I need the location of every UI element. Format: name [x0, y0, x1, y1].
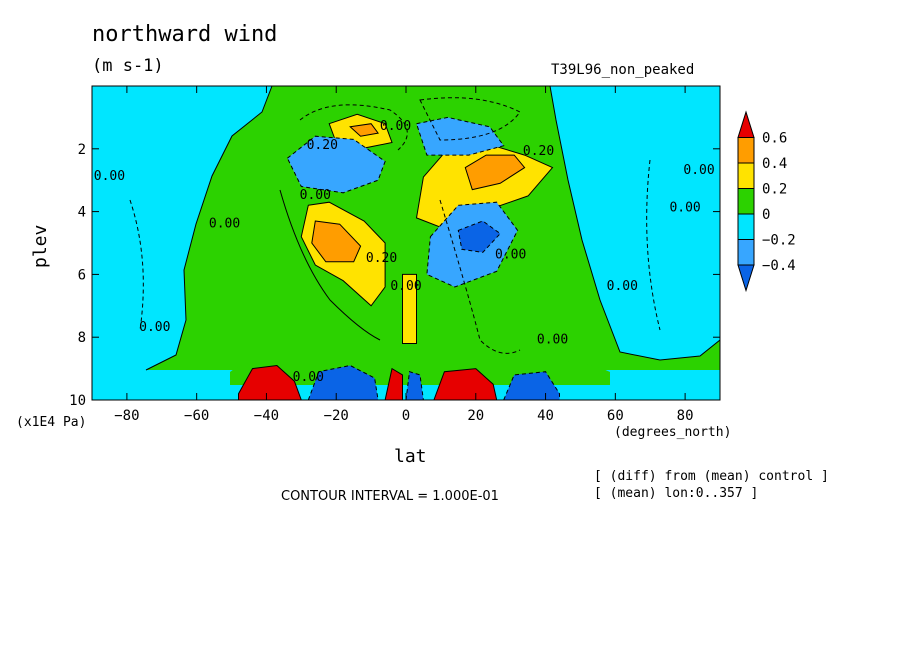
x-tick-label: 80 [677, 408, 694, 424]
x-tick-label: −80 [114, 408, 139, 424]
contour-label: 0.00 [607, 279, 638, 294]
field-near-surface-blue-eq [405, 371, 424, 400]
x-tick-label: −60 [184, 408, 209, 424]
plot-area: 0.00 0.00 0.00 0.20 0.00 0.20 0.00 0.00 0.20 0.00… [92, 86, 720, 400]
field-southern-mid-orange [311, 220, 362, 263]
contour-labels: 0.00 0.00 0.00 0.20 0.00 0.20 0.00 0.00 0.20 0.00… [94, 119, 715, 385]
y-axis-unit: (x1E4 Pa) [16, 415, 87, 430]
contour-label: 0.00 [139, 320, 170, 335]
contour-label: 0.00 [209, 216, 240, 231]
mean-note: [ (mean) lon:0..357 ] [594, 486, 759, 501]
chart-units: (m s-1) [92, 56, 164, 76]
contour-label: 0.00 [94, 169, 125, 184]
x-axis: −80 −60 −40 −20 0 20 40 60 80 [114, 86, 694, 424]
contour-label: 0.00 [537, 332, 568, 347]
contour-label: 0.00 [390, 279, 421, 294]
region-cyan-north [550, 86, 720, 360]
field-upper-left-orange [349, 123, 379, 137]
colorbar-label: 0.4 [762, 156, 787, 172]
x-axis-unit: (degrees_north) [614, 425, 732, 440]
colorbar-label: 0 [762, 207, 770, 223]
x-tick-label: 0 [402, 408, 410, 424]
colorbar-cap-top [737, 110, 755, 138]
contour-line [419, 97, 521, 141]
field-right-lower-deep [457, 220, 501, 253]
y-tick-label: 4 [78, 205, 86, 221]
contour-label: 0.00 [683, 163, 714, 178]
colorbar-label: −0.4 [762, 258, 796, 274]
colorbar-swatch [737, 162, 755, 189]
contour-label: 0.00 [380, 119, 411, 134]
contour-line [129, 199, 144, 331]
field-near-surface-blue-right [503, 371, 560, 400]
x-tick-label: 20 [467, 408, 484, 424]
contour-label: 0.00 [669, 201, 700, 216]
field-near-surface-blue-left [307, 364, 379, 400]
contour-line [299, 104, 408, 151]
field-near-surface-red-eq [384, 367, 403, 400]
contour-line [439, 199, 521, 354]
colorbar-swatch [737, 213, 755, 240]
field-near-surface-red-left [238, 364, 302, 400]
colorbar-swatch [737, 137, 755, 164]
colorbar-label: 0.2 [762, 182, 787, 198]
y-tick-label: 6 [78, 267, 86, 283]
contour-label: 0.20 [366, 251, 397, 266]
contour-label: 0.00 [293, 370, 324, 385]
colorbar-swatch [737, 239, 755, 266]
contour-lines [129, 86, 720, 371]
x-tick-label: 40 [537, 408, 554, 424]
contour-line [646, 159, 661, 331]
x-tick-label: −20 [324, 408, 349, 424]
colorbar-label: −0.2 [762, 233, 796, 249]
contour-interval: CONTOUR INTERVAL = 1.000E-01 [281, 489, 499, 504]
chart-title: northward wind [92, 22, 278, 47]
field-right-negative [415, 116, 505, 156]
x-tick-label: −40 [254, 408, 279, 424]
field-left-negative [286, 135, 386, 194]
colorbar-cap-bottom [737, 264, 755, 293]
field-patches [238, 113, 560, 400]
y-tick-label: 10 [69, 393, 86, 409]
contour-line [145, 86, 273, 371]
contour-line [279, 189, 381, 341]
colorbar: 0.6 0.4 0.2 0 −0.2 −0.4 [737, 110, 796, 293]
y-axis: 2 4 6 8 10 [69, 142, 720, 409]
colorbar-swatch [737, 188, 755, 215]
region-cyan-south [92, 86, 272, 370]
run-label: T39L96_non_peaked [551, 62, 695, 78]
field-northern-mid-orange [464, 154, 526, 191]
field-near-surface-red-right [433, 368, 498, 400]
contour-label: 0.20 [523, 144, 554, 159]
contour-line [549, 86, 720, 361]
y-axis-label: plev [30, 224, 51, 268]
y-tick-label: 8 [78, 330, 86, 346]
diff-note: [ (diff) from (mean) control ] [594, 469, 829, 484]
contour-label: 0.00 [300, 188, 331, 203]
field-equator-positive [402, 273, 417, 344]
x-axis-label: lat [394, 446, 427, 467]
y-tick-label: 2 [78, 142, 86, 158]
contour-label: 0.00 [495, 248, 526, 263]
colorbar-label: 0.6 [762, 131, 787, 147]
contour-label: 0.20 [307, 138, 338, 153]
x-tick-label: 60 [607, 408, 624, 424]
